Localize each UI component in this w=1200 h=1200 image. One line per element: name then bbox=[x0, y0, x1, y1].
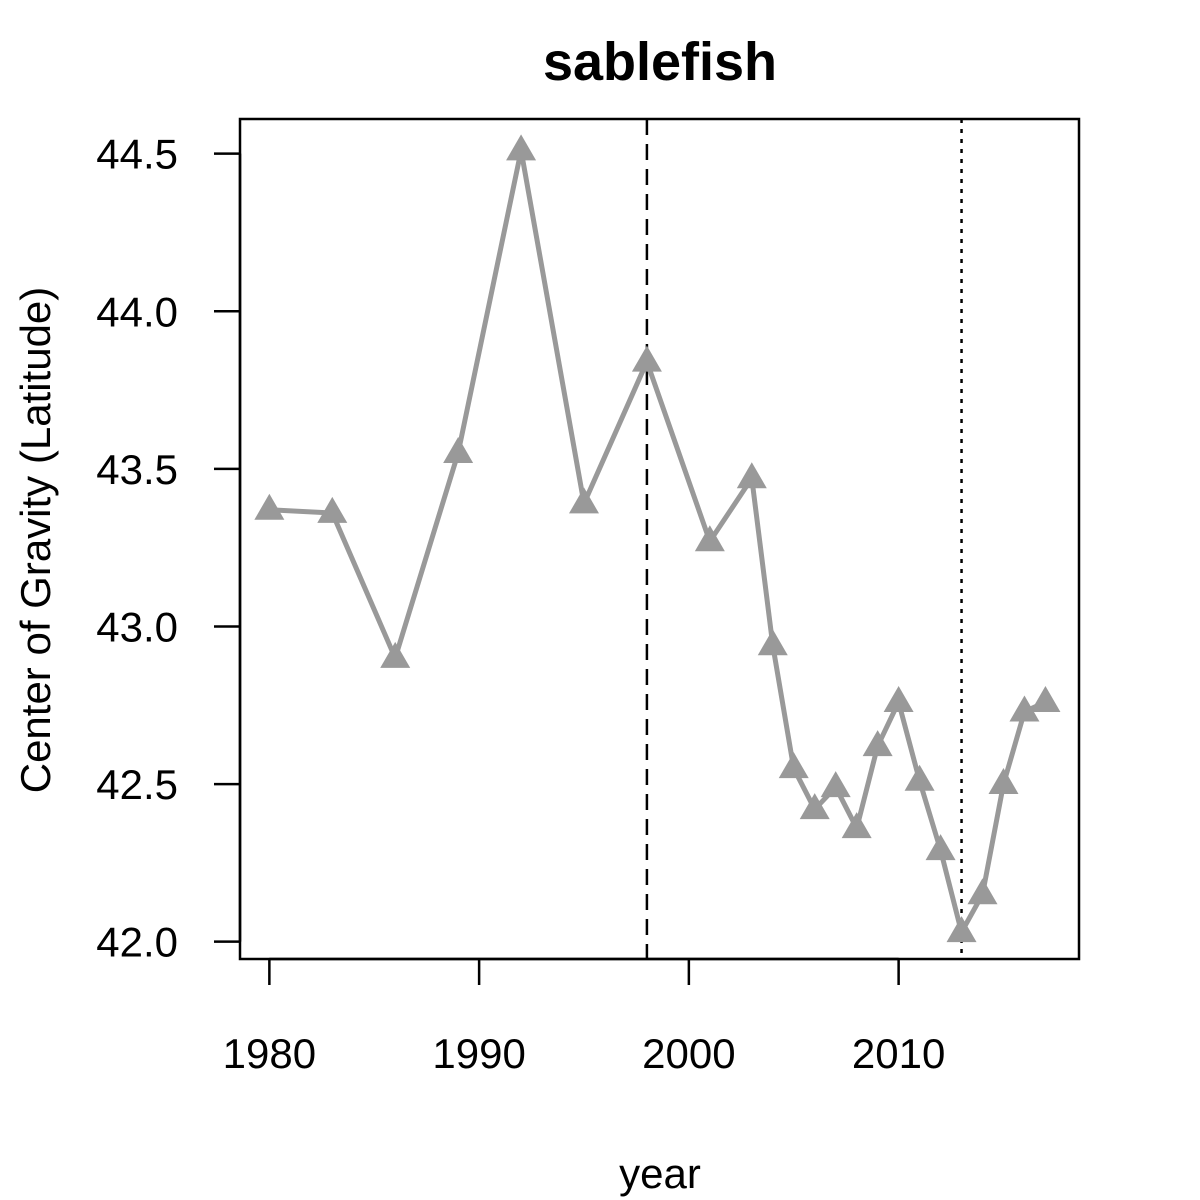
data-point bbox=[757, 629, 788, 656]
x-tick-label: 2000 bbox=[642, 1030, 735, 1077]
x-tick-label: 1980 bbox=[223, 1030, 316, 1077]
chart-title: sablefish bbox=[543, 32, 777, 92]
data-point bbox=[568, 487, 599, 514]
x-tick-label: 1990 bbox=[432, 1030, 525, 1077]
data-point bbox=[736, 462, 767, 489]
x-axis: 1980 1990 2000 2010 bbox=[223, 957, 945, 1077]
data-point bbox=[925, 834, 956, 861]
data-point bbox=[1009, 695, 1040, 722]
y-tick-label: 43.0 bbox=[96, 603, 178, 650]
data-point bbox=[778, 752, 809, 779]
data-point bbox=[799, 793, 830, 820]
data-point bbox=[254, 493, 285, 520]
y-axis-label: Center of Gravity (Latitude) bbox=[12, 287, 59, 794]
data-point bbox=[380, 641, 411, 668]
data-point bbox=[317, 496, 348, 523]
plot-frame bbox=[238, 117, 1081, 961]
data-point bbox=[946, 916, 977, 943]
y-tick-label: 42.0 bbox=[96, 919, 178, 966]
data-point bbox=[631, 345, 662, 372]
data-point bbox=[1030, 685, 1061, 712]
y-tick-label: 42.5 bbox=[96, 761, 178, 808]
data-point bbox=[443, 436, 474, 463]
data-point bbox=[506, 134, 537, 161]
data-point bbox=[904, 764, 935, 791]
reference-lines bbox=[645, 119, 963, 959]
data-point bbox=[883, 685, 914, 712]
data-point bbox=[862, 730, 893, 757]
y-tick-label: 43.5 bbox=[96, 446, 178, 493]
y-axis: 42.0 42.5 43.0 43.5 44.0 44.5 bbox=[96, 131, 242, 966]
x-axis-label: year bbox=[619, 1150, 701, 1197]
x-tick-label: 2010 bbox=[852, 1030, 945, 1077]
y-tick-label: 44.5 bbox=[96, 131, 178, 178]
data-point bbox=[967, 878, 998, 905]
series-line bbox=[269, 148, 1047, 935]
y-tick-label: 44.0 bbox=[96, 288, 178, 335]
series-layer bbox=[254, 134, 1061, 943]
data-point bbox=[988, 767, 1019, 794]
data-point bbox=[694, 525, 725, 552]
data-point bbox=[841, 812, 872, 839]
data-point bbox=[820, 771, 851, 798]
